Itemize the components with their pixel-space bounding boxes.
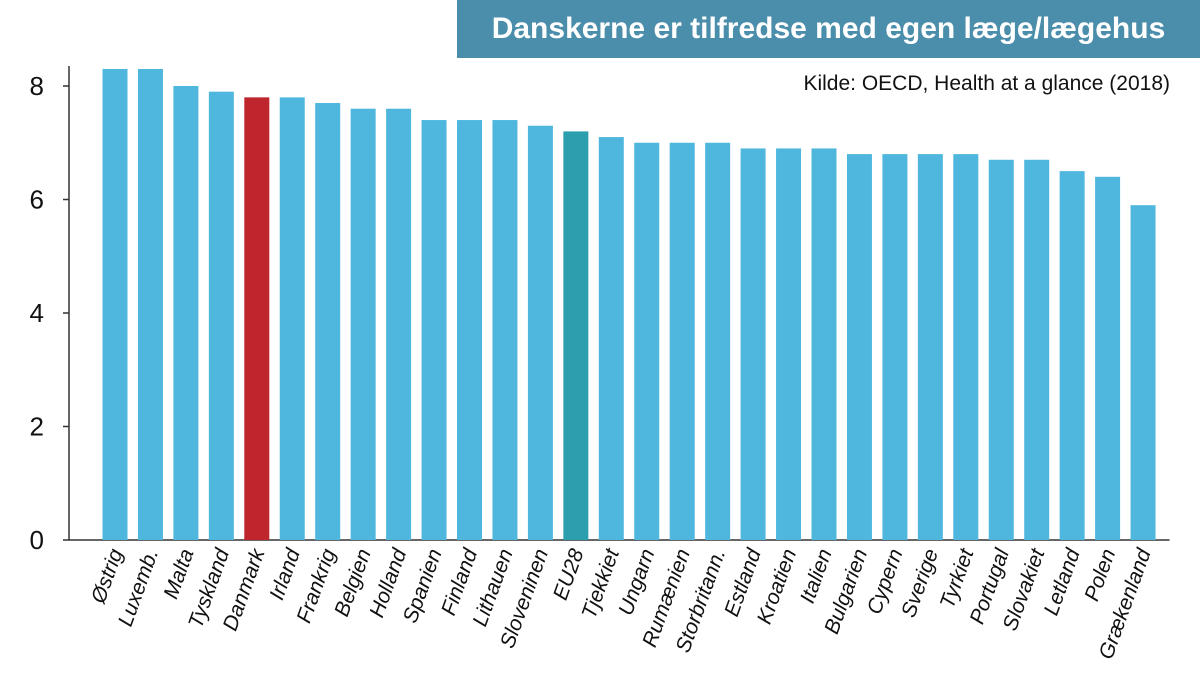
- bar: [1130, 205, 1156, 541]
- bar: [1059, 171, 1085, 540]
- bar: [244, 97, 270, 540]
- bar: [421, 120, 447, 541]
- bar: [669, 142, 695, 540]
- y-tick-label: 2: [30, 412, 44, 442]
- x-category-label: EU28: [549, 546, 589, 604]
- bar: [988, 159, 1014, 540]
- bar: [208, 91, 234, 541]
- chart-source: Kilde: OECD, Health at a glance (2018): [803, 72, 1170, 95]
- chart-category-labels: ØstrigLuxemb.MaltaTysklandDanmarkIrlandF…: [87, 544, 1157, 662]
- bar: [917, 154, 943, 540]
- chart-title: Danskerne er tilfredse med egen læge/læg…: [457, 0, 1200, 58]
- x-category-label: Italien: [796, 546, 837, 607]
- bar: [811, 148, 837, 541]
- x-category-label: Polen: [1080, 546, 1120, 604]
- bar: [173, 86, 199, 540]
- bar: [386, 108, 412, 540]
- bar: [527, 125, 553, 540]
- bar: [634, 142, 660, 540]
- bar: [102, 68, 128, 540]
- y-tick-label: 0: [30, 525, 44, 555]
- bar: [279, 97, 305, 540]
- bar: [563, 131, 589, 540]
- x-category-label: Malta: [159, 546, 198, 602]
- bar: [776, 148, 802, 541]
- bar: [137, 68, 163, 540]
- y-tick-label: 4: [30, 298, 44, 328]
- bar: [492, 120, 518, 541]
- chart-bars: [102, 68, 1156, 541]
- bar: [953, 154, 979, 540]
- y-tick-label: 8: [30, 71, 44, 101]
- bar: [1095, 176, 1121, 541]
- bar: [846, 154, 872, 540]
- bar: [598, 137, 624, 540]
- bar: [457, 120, 482, 541]
- bar: [315, 103, 341, 541]
- bar: [882, 154, 908, 540]
- bar: [1024, 159, 1050, 540]
- bar: [705, 142, 731, 540]
- bar: [740, 148, 766, 541]
- bar: [350, 108, 376, 540]
- x-category-label: Irland: [265, 545, 305, 603]
- y-tick-label: 6: [30, 185, 44, 215]
